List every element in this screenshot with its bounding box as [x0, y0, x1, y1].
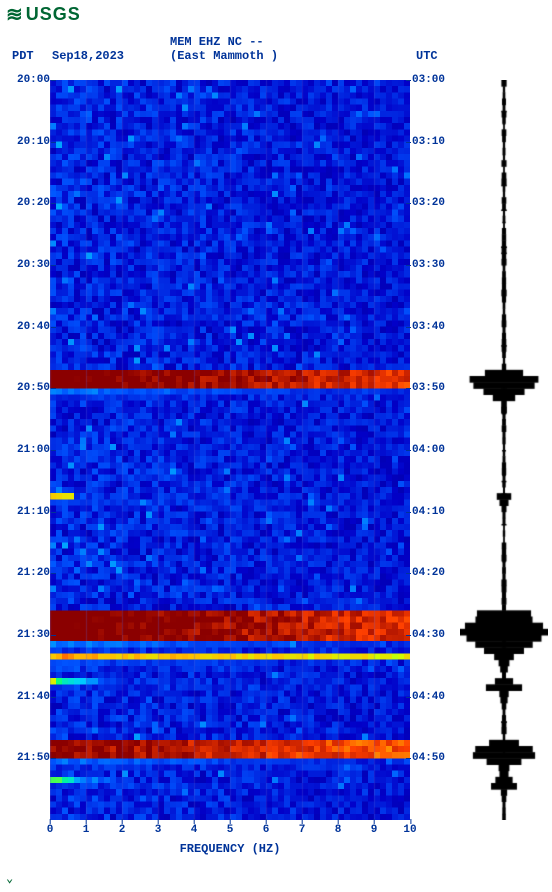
y-right-tick: 03:40	[412, 321, 445, 333]
waveform-canvas	[460, 80, 548, 820]
y-right-tick: 04:40	[412, 691, 445, 703]
station-subtitle: (East Mammoth )	[170, 49, 278, 63]
y-left-tick: 21:40	[17, 691, 50, 703]
x-tick: 7	[299, 824, 306, 836]
x-tick: 2	[119, 824, 126, 836]
y-left-tick: 21:30	[17, 629, 50, 641]
y-right-tick: 03:00	[412, 74, 445, 86]
waveform-area	[460, 80, 548, 820]
y-right-tick: 04:50	[412, 752, 445, 764]
logo-text: USGS	[26, 4, 81, 25]
x-tick: 5	[227, 824, 234, 836]
y-right-tick: 03:20	[412, 197, 445, 209]
y-left-tick: 20:40	[17, 321, 50, 333]
footer-mark: ⌄	[6, 871, 13, 886]
y-left-tick: 21:10	[17, 506, 50, 518]
date-label: Sep18,2023	[52, 49, 124, 63]
utc-label: UTC	[416, 49, 438, 63]
y-left-tick: 20:20	[17, 197, 50, 209]
y-left-tick: 20:10	[17, 136, 50, 148]
y-left-tick: 20:50	[17, 382, 50, 394]
y-left-tick: 21:50	[17, 752, 50, 764]
x-tick: 8	[335, 824, 342, 836]
y-left-tick: 21:00	[17, 444, 50, 456]
x-tick: 1	[83, 824, 90, 836]
x-tick: 6	[263, 824, 270, 836]
x-tick: 3	[155, 824, 162, 836]
usgs-logo: ≋ USGS	[6, 4, 81, 25]
pdt-label: PDT	[12, 49, 34, 63]
y-right-tick: 04:30	[412, 629, 445, 641]
y-left-tick: 21:20	[17, 567, 50, 579]
x-axis-label: FREQUENCY (HZ)	[50, 842, 410, 856]
y-right-tick: 04:10	[412, 506, 445, 518]
y-left-tick: 20:00	[17, 74, 50, 86]
x-tick: 10	[403, 824, 416, 836]
x-tick: 0	[47, 824, 54, 836]
y-right-tick: 03:30	[412, 259, 445, 271]
y-right-tick: 04:20	[412, 567, 445, 579]
station-label: MEM EHZ NC --	[170, 35, 264, 49]
y-right-tick: 03:50	[412, 382, 445, 394]
spectrogram-grid	[50, 80, 410, 820]
y-right-tick: 03:10	[412, 136, 445, 148]
y-left-tick: 20:30	[17, 259, 50, 271]
x-tick: 9	[371, 824, 378, 836]
y-right-tick: 04:00	[412, 444, 445, 456]
wave-icon: ≋	[6, 8, 24, 22]
spectrogram-area	[50, 80, 410, 820]
x-tick: 4	[191, 824, 198, 836]
